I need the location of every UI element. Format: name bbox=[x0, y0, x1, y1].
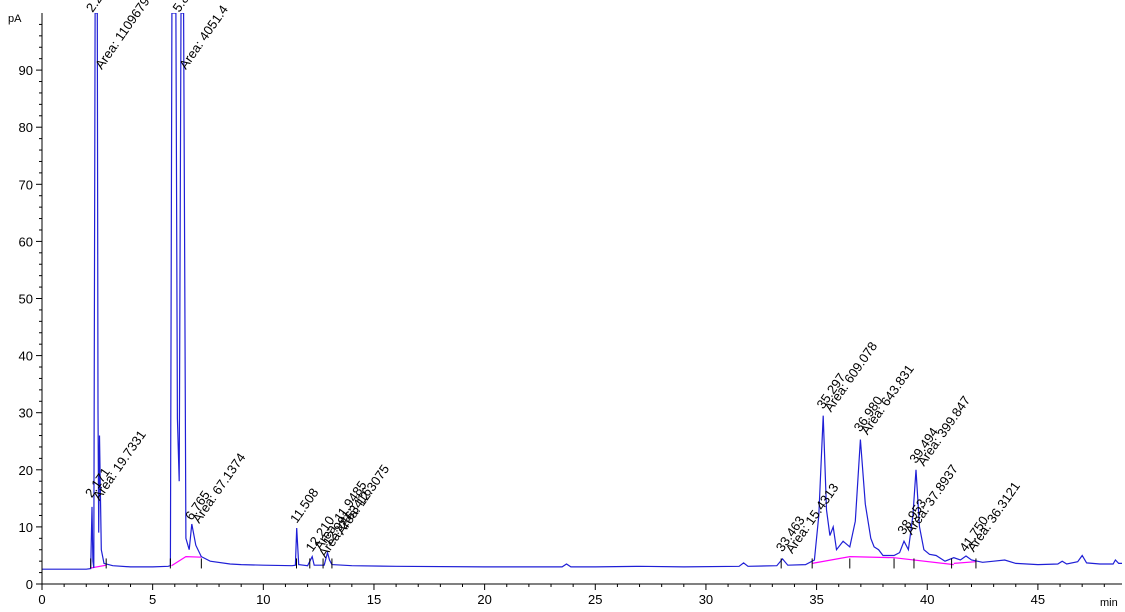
integration-baseline bbox=[812, 555, 895, 564]
y-tick-label: 20 bbox=[19, 463, 33, 478]
y-tick-label: 70 bbox=[19, 177, 33, 192]
y-tick-label: 80 bbox=[19, 120, 33, 135]
peak-annotation: 11.508 bbox=[287, 485, 322, 525]
y-tick-label: 30 bbox=[19, 406, 33, 421]
signal-trace bbox=[42, 13, 1122, 570]
y-tick-label: 40 bbox=[19, 349, 33, 364]
integration-baseline bbox=[171, 555, 202, 567]
x-tick-label: 0 bbox=[38, 592, 45, 607]
x-tick-label: 20 bbox=[477, 592, 491, 607]
x-tick-label: 15 bbox=[367, 592, 381, 607]
peak-annotation: Area: 643.831 bbox=[858, 362, 917, 438]
peak-annotation: Area: 399.847 bbox=[914, 393, 973, 469]
x-axis-ticks: 0 5 10 15 20 25 30 35 40 45 bbox=[38, 584, 1105, 607]
x-tick-label: 30 bbox=[699, 592, 713, 607]
peak-annotation: 5.879 bbox=[169, 0, 200, 15]
x-tick-label: 45 bbox=[1031, 592, 1045, 607]
y-axis-unit-label: pA bbox=[8, 13, 22, 25]
y-tick-label: 10 bbox=[19, 520, 33, 535]
peak-annotation: 2.291 bbox=[83, 0, 114, 15]
peak-annotation: Area: 36.3121 bbox=[964, 479, 1023, 555]
peak-annotation: Area: 1109679 bbox=[92, 0, 153, 72]
integration-baselines bbox=[90, 555, 976, 569]
x-tick-label: 10 bbox=[256, 592, 270, 607]
integration-markers bbox=[90, 558, 977, 569]
peak-annotation: Area: 37.8937 bbox=[902, 462, 961, 538]
y-tick-label: 90 bbox=[19, 63, 33, 78]
y-axis-ticks: 0 10 20 30 40 50 60 70 80 90 bbox=[19, 23, 42, 592]
x-tick-label: 25 bbox=[588, 592, 602, 607]
x-tick-label: 35 bbox=[809, 592, 823, 607]
x-tick-label: 40 bbox=[920, 592, 934, 607]
y-tick-label: 0 bbox=[26, 577, 33, 592]
plot-area bbox=[42, 13, 1122, 570]
integration-baseline bbox=[953, 561, 976, 564]
peak-annotation: Area: 67.1374 bbox=[189, 450, 248, 526]
x-tick-label: 5 bbox=[149, 592, 156, 607]
axes: 0 5 10 15 20 25 30 35 40 45 0 10 20 30 40 50 60 70 80 90 p… bbox=[8, 13, 1122, 609]
peak-annotations: 2.291Area: 11096795.879Area: 4051.42.171… bbox=[82, 0, 1023, 560]
integration-baseline bbox=[893, 557, 954, 566]
x-axis-unit-label: min bbox=[1100, 597, 1118, 609]
y-tick-label: 60 bbox=[19, 234, 33, 249]
y-tick-label: 50 bbox=[19, 292, 33, 307]
